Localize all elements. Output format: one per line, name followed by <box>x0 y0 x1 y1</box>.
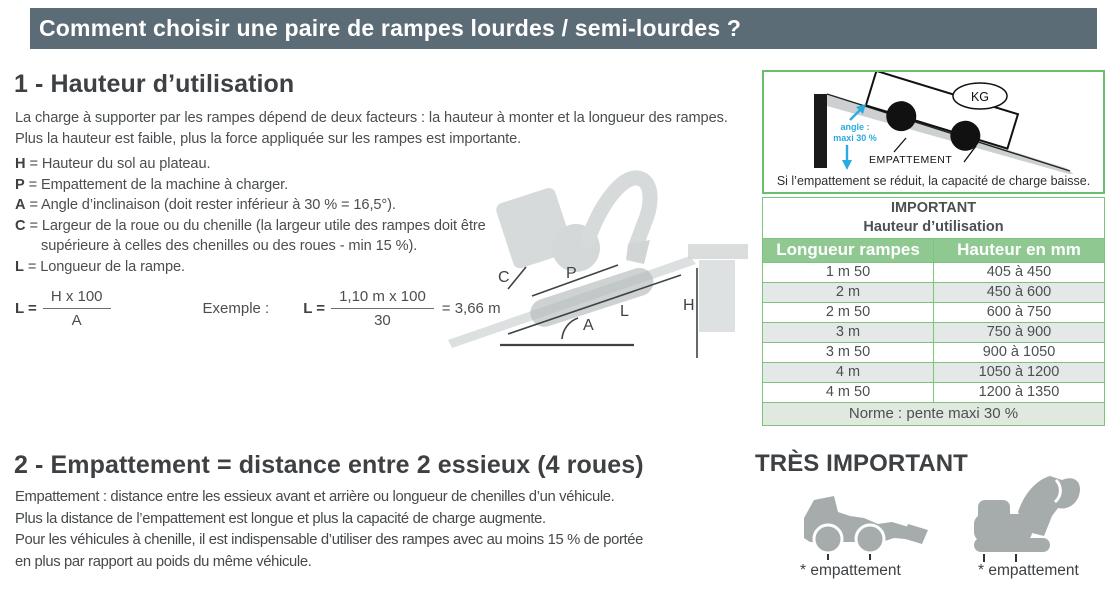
formula-lhs: L = <box>303 300 326 317</box>
definitions-list: H = Hauteur du sol au plateau. P = Empatte… <box>15 154 493 277</box>
fraction-denominator: 30 <box>374 312 391 329</box>
vehicle-outline <box>864 69 1020 151</box>
excavator-ramp-illustration: C P L A H <box>448 170 748 358</box>
empattement-label-left: * empattement <box>800 562 901 579</box>
s2-line-1: Empattement : distance entre les essieux… <box>15 489 615 505</box>
fraction-numerator: H x 100 <box>42 288 111 309</box>
tres-important-heading: TRÈS IMPORTANT <box>755 450 968 477</box>
page-title: Comment choisir une paire de rampes lour… <box>30 8 1097 49</box>
label-a: A <box>583 317 594 334</box>
kg-badge <box>952 82 1008 110</box>
col-hauteur: Hauteur en mm <box>933 238 1105 264</box>
definition-l: L = Longueur de la rampe. <box>15 257 493 278</box>
table-row: 3 m 750 à 900 <box>762 322 1105 344</box>
cell-longueur: 4 m 50 <box>762 382 934 404</box>
empattement-label-right: * empattement <box>978 562 1079 579</box>
formula-row: L = H x 100 A Exemple : L = 1,10 m x 100… <box>15 288 501 329</box>
example-label: Exemple : <box>202 300 270 317</box>
section1-heading: 1 - Hauteur d’utilisation <box>14 70 295 98</box>
label-h: H <box>683 297 695 314</box>
table-title-line2: Hauteur d’utilisation <box>863 218 1004 235</box>
table-row: 3 m 50 900 à 1050 <box>762 342 1105 364</box>
table-row: 2 m 450 à 600 <box>762 282 1105 304</box>
kg-label: KG <box>971 90 989 104</box>
definition-text: = Empattement de la machine à charger. <box>28 176 289 193</box>
fraction: 1,10 m x 100 30 <box>331 288 434 329</box>
wall-post <box>814 94 827 168</box>
formula-lhs: L = <box>15 300 37 317</box>
cell-longueur: 1 m 50 <box>762 262 934 284</box>
section2-heading: 2 - Empattement = distance entre 2 essie… <box>14 451 644 479</box>
table-footer-row: Norme : pente maxi 30 % <box>762 402 1105 427</box>
definition-h: H = Hauteur du sol au plateau. <box>15 154 493 175</box>
fraction: H x 100 A <box>42 288 111 329</box>
angle-label-line2: maxi 30 % <box>833 133 877 143</box>
intro-line-1: La charge à supporter par les rampes dép… <box>15 110 728 126</box>
ramp-diagram-box: KG EMPATTEMENT angle : maxi 30 % Si l’em… <box>762 69 1105 194</box>
diagram-caption: Si l’empattement se réduit, la capacité … <box>776 174 1091 188</box>
intro-line-2: Plus la hauteur est faible, plus la forc… <box>15 131 522 147</box>
label-p: P <box>566 265 577 282</box>
s2-line-3: Pour les véhicules à chenille, il est in… <box>15 532 644 548</box>
angle-label-line1: angle : <box>840 122 869 132</box>
cell-longueur: 4 m <box>762 362 934 384</box>
table-header-row: Longueur rampes Hauteur en mm <box>762 238 1105 264</box>
angle-annotation: angle : maxi 30 % <box>833 104 877 170</box>
definition-text: = Longueur de la rampe. <box>27 258 185 275</box>
table-row: 4 m 50 1200 à 1350 <box>762 382 1105 404</box>
excavator-silhouette <box>974 476 1081 562</box>
cell-hauteur: 405 à 450 <box>933 262 1105 284</box>
definition-text: = Hauteur du sol au plateau. <box>29 156 211 172</box>
wheel-loader-silhouette <box>804 496 928 560</box>
right-panel: KG EMPATTEMENT angle : maxi 30 % Si l’em… <box>762 69 1105 427</box>
cell-hauteur: 750 à 900 <box>933 322 1105 344</box>
table-title: IMPORTANT Hauteur d’utilisation <box>762 196 1105 240</box>
section1-intro: La charge à supporter par les rampes dép… <box>15 108 728 150</box>
definition-a: A = Angle d’inclinaison (doit rester infé… <box>15 195 493 216</box>
definition-key: L <box>15 258 24 275</box>
cell-hauteur: 450 à 600 <box>933 282 1105 304</box>
table-row: 1 m 50 405 à 450 <box>762 262 1105 284</box>
section2-text: Empattement : distance entre les essieux… <box>15 487 643 573</box>
table-row: 4 m 1050 à 1200 <box>762 362 1105 384</box>
cell-hauteur: 1200 à 1350 <box>933 382 1105 404</box>
hauteur-table: IMPORTANT Hauteur d’utilisation Longueur… <box>762 196 1105 427</box>
formula-result: = 3,66 m <box>441 300 501 317</box>
formula-generic: L = H x 100 A <box>15 288 111 329</box>
cell-hauteur: 1050 à 1200 <box>933 362 1105 384</box>
label-l: L <box>620 303 629 320</box>
cell-hauteur: 600 à 750 <box>933 302 1105 324</box>
cell-longueur: 3 m 50 <box>762 342 934 364</box>
s2-line-4: en plus par rapport au poids du même véh… <box>15 553 312 570</box>
table-row: 2 m 50 600 à 750 <box>762 302 1105 324</box>
definition-key: A <box>15 197 26 213</box>
label-c: C <box>498 269 510 286</box>
definition-text: = Angle d’inclinaison (doit rester infér… <box>29 197 396 213</box>
ramp-diagram: KG EMPATTEMENT angle : maxi 30 % <box>814 69 1076 176</box>
table-title-line1: IMPORTANT <box>890 200 977 216</box>
cell-longueur: 2 m 50 <box>762 302 934 324</box>
s2-line-2: Plus la distance de l’empattement est lo… <box>15 510 546 527</box>
definition-key: C <box>15 217 26 234</box>
formula-example: L = 1,10 m x 100 30 = 3,66 m <box>303 288 500 329</box>
definition-c: C = Largeur de la roue ou du chenille (la… <box>15 216 493 257</box>
fraction-denominator: A <box>71 312 82 329</box>
definition-text: = Largeur de la roue ou du chenille (la … <box>29 217 486 255</box>
col-longueur: Longueur rampes <box>762 238 934 264</box>
cell-longueur: 3 m <box>762 322 934 344</box>
empattement-label: EMPATTEMENT <box>869 154 952 166</box>
definition-p: P = Empattement de la machine à charger. <box>15 175 493 196</box>
cell-longueur: 2 m <box>762 282 934 304</box>
fraction-numerator: 1,10 m x 100 <box>331 288 434 309</box>
definition-key: P <box>15 176 25 193</box>
table-footer: Norme : pente maxi 30 % <box>762 402 1105 427</box>
definition-key: H <box>15 156 26 172</box>
cell-hauteur: 900 à 1050 <box>933 342 1105 364</box>
